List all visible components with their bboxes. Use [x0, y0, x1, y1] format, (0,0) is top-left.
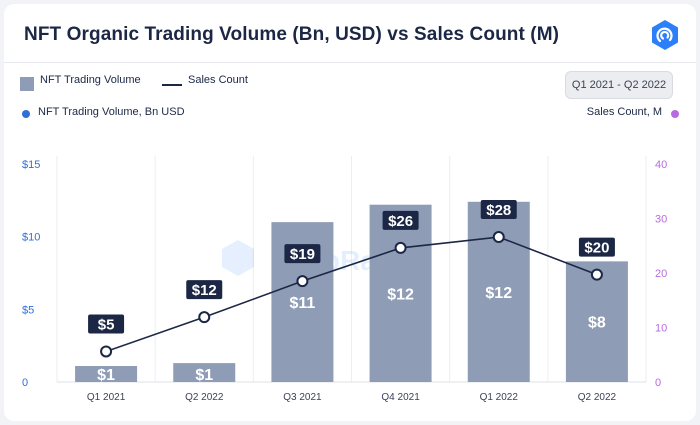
bar-value-label: $1 — [195, 367, 213, 384]
point-label-box — [284, 244, 321, 264]
point-label-box — [382, 210, 419, 230]
point-label-box — [578, 237, 615, 257]
bar — [75, 366, 138, 382]
x-tick-label: Q2 2022 — [578, 392, 617, 403]
line-point — [394, 241, 407, 254]
line-point — [296, 275, 309, 288]
left-axis-title: NFT Trading Volume, Bn USD — [38, 106, 185, 118]
left-axis-dot-icon — [22, 110, 30, 118]
legend-bar-swatch — [20, 77, 34, 91]
point-value-label: $28 — [486, 202, 511, 219]
bar-value-label: $8 — [588, 315, 606, 332]
line-point — [590, 268, 603, 281]
bar-value-label: $11 — [290, 295, 316, 312]
x-tick-label: Q1 2021 — [87, 392, 126, 403]
grid-lines — [56, 156, 647, 383]
y-right-tick: 0 — [655, 377, 661, 389]
legend-line-swatch — [162, 84, 182, 86]
y-right-tick: 20 — [655, 268, 667, 280]
bar-value-label: $1 — [97, 367, 115, 384]
point-value-label: $5 — [98, 316, 115, 333]
bar — [369, 204, 432, 382]
line-point — [100, 345, 113, 358]
point-value-label: $19 — [290, 246, 315, 263]
legend-bar-label: NFT Trading Volume — [40, 74, 141, 86]
dappradar-logo-icon — [652, 20, 678, 50]
line-point — [198, 311, 211, 324]
y-left-tick: $5 — [22, 304, 34, 316]
header-divider — [4, 62, 696, 63]
bar-value-label: $12 — [485, 285, 512, 302]
line-point — [492, 231, 505, 244]
x-tick-label: Q2 2022 — [185, 392, 224, 403]
point-label-box — [480, 200, 517, 220]
point-label-box — [88, 314, 125, 334]
sales-count-line — [105, 236, 598, 353]
bar — [173, 363, 236, 382]
watermark-logo-icon — [222, 240, 254, 276]
point-value-label: $20 — [584, 240, 609, 257]
bar-value-label: $12 — [387, 286, 414, 303]
point-value-label: $26 — [388, 213, 413, 230]
axis-ticks: 0 $5 $10 $15 0 10 20 30 40 Q1 2021 Q2 2022 Q3 2021 Q… — [22, 159, 667, 403]
chart-title: NFT Organic Trading Volume (Bn, USD) vs … — [24, 24, 560, 45]
bar — [565, 261, 628, 382]
y-left-tick: $10 — [22, 232, 40, 244]
x-tick-label: Q4 2021 — [381, 392, 420, 403]
legend-line-label: Sales Count — [188, 74, 248, 86]
point-label-box — [186, 280, 223, 300]
point-value-label: $12 — [192, 282, 217, 299]
y-left-tick: 0 — [22, 377, 28, 389]
sales-line: $5 $12 $19 $26 $28 $20 — [88, 200, 615, 358]
y-right-tick: 30 — [655, 214, 667, 226]
right-axis-dot-icon — [671, 110, 679, 118]
date-range-button[interactable]: Q1 2021 - Q2 2022 — [565, 71, 673, 99]
right-axis-title: Sales Count, M — [586, 106, 662, 118]
y-right-tick: 40 — [655, 159, 667, 171]
x-tick-label: Q1 2022 — [480, 392, 519, 403]
y-left-tick: $15 — [22, 159, 40, 171]
bars: $1 $1 $11 $12 $12 $8 — [75, 201, 628, 384]
y-right-tick: 10 — [655, 323, 667, 335]
x-tick-label: Q3 2021 — [283, 392, 322, 403]
